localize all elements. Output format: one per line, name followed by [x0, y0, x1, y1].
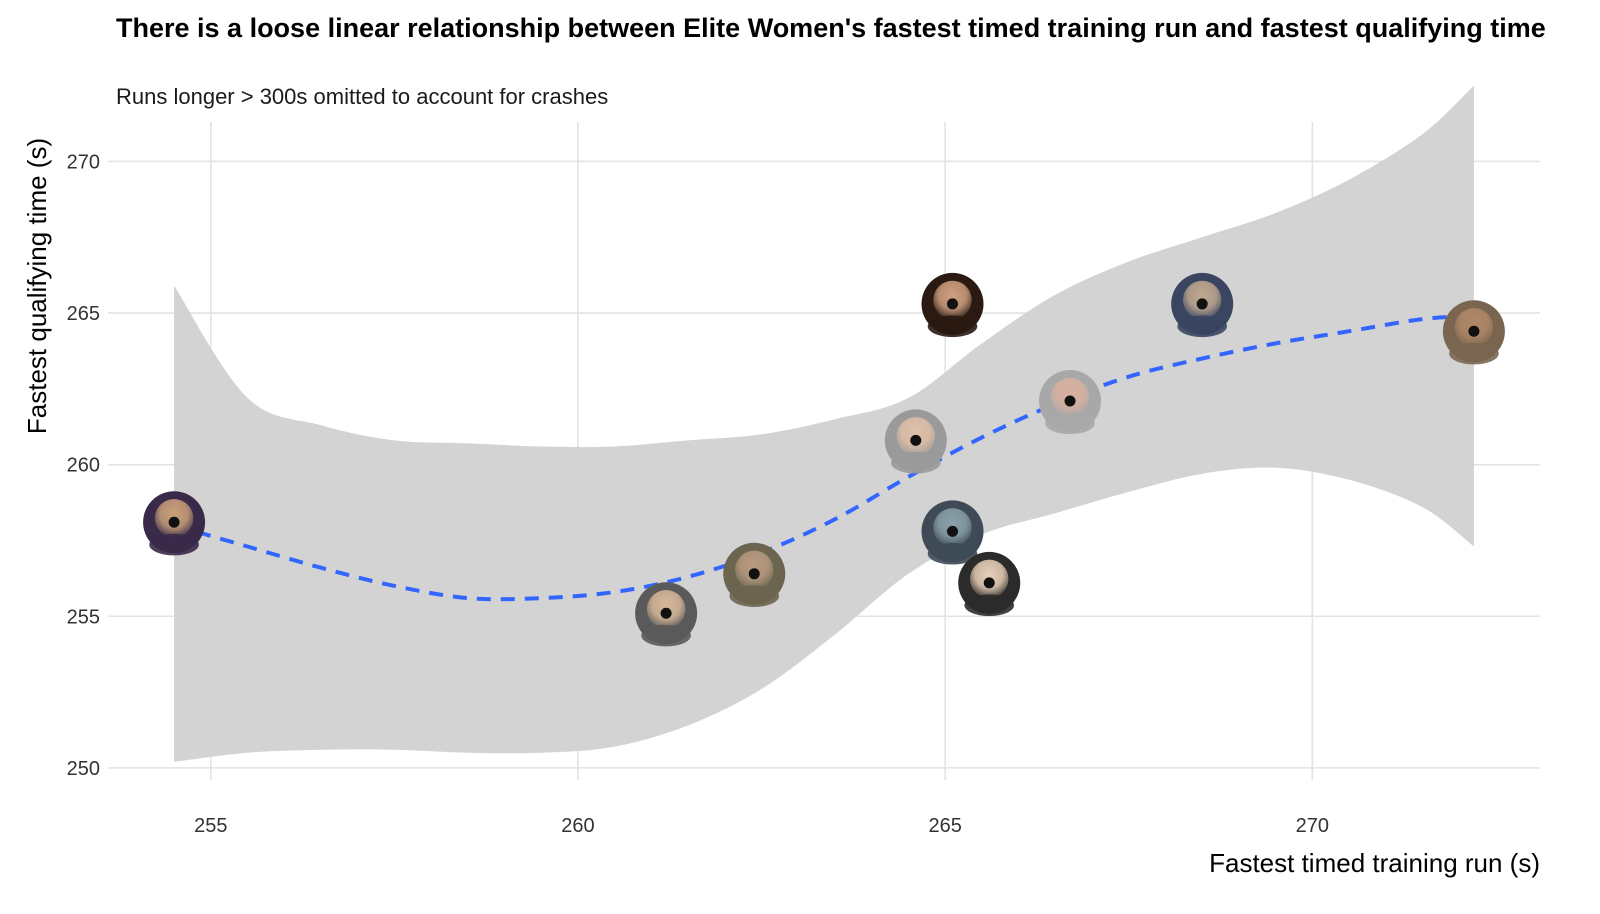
- data-point: [143, 491, 206, 556]
- data-point: [884, 409, 947, 474]
- data-points: [143, 272, 1505, 647]
- y-tick-label: 260: [67, 455, 100, 477]
- chart-subtitle: Runs longer > 300s omitted to account fo…: [116, 84, 609, 109]
- y-tick-label: 250: [67, 758, 100, 780]
- x-tick-label: 255: [194, 815, 227, 837]
- chart-title: There is a loose linear relationship bet…: [116, 13, 1546, 43]
- x-axis-title: Fastest timed training run (s): [1209, 848, 1540, 878]
- data-point: [1039, 369, 1102, 435]
- y-tick-label: 265: [67, 303, 100, 325]
- x-tick-label: 260: [561, 815, 594, 837]
- x-tick-label: 265: [928, 815, 961, 837]
- data-point: [958, 551, 1021, 617]
- y-axis-title: Fastest qualifying time (s): [22, 138, 52, 434]
- y-tick-label: 270: [67, 151, 100, 173]
- data-point: [1442, 300, 1505, 365]
- data-point: [635, 582, 698, 647]
- x-tick-label: 270: [1296, 815, 1329, 837]
- data-point: [1171, 272, 1234, 338]
- data-point: [921, 500, 984, 565]
- data-point: [723, 542, 786, 607]
- tick-labels: 255 260 265 270 250 255 260 265 270: [67, 151, 1329, 837]
- data-point: [921, 272, 984, 338]
- y-tick-label: 255: [67, 606, 100, 628]
- confidence-band: [174, 85, 1474, 762]
- trend-line: [173, 314, 1475, 602]
